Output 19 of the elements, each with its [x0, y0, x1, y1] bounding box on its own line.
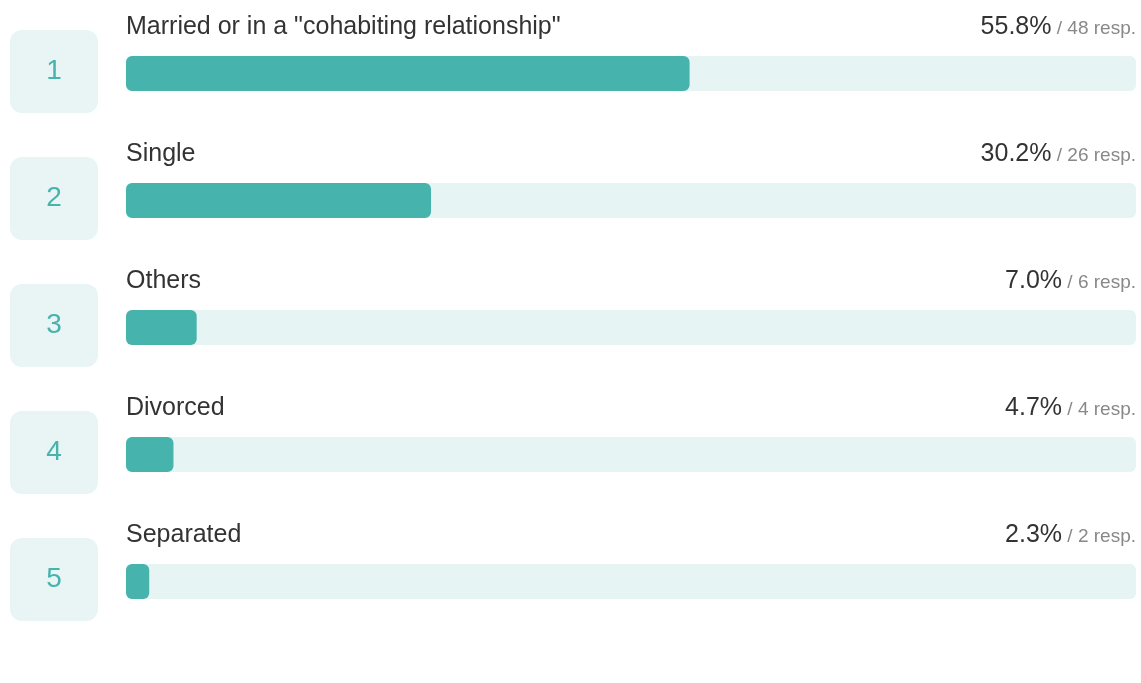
- y-tick-label: Others: [126, 265, 202, 293]
- bar: [126, 310, 197, 345]
- text: 5: [46, 561, 62, 593]
- data-label: 55.8% / 48 resp.: [980, 11, 1136, 39]
- y-tick-label: Divorced: [126, 392, 225, 420]
- text: 2: [46, 180, 62, 212]
- data-label: 30.2% / 26 resp.: [980, 138, 1136, 166]
- text: 3: [46, 307, 62, 339]
- text: 4: [46, 434, 62, 466]
- bar: [126, 437, 174, 472]
- bar: [126, 564, 150, 599]
- y-tick-label: Separated: [126, 519, 242, 547]
- data-label: 2.3% / 2 resp.: [1005, 519, 1136, 547]
- bar: [126, 183, 432, 218]
- y-tick-label: Single: [126, 138, 196, 166]
- data-label: 7.0% / 6 resp.: [1005, 265, 1136, 293]
- data-label: 4.7% / 4 resp.: [1005, 392, 1136, 420]
- text: 1: [46, 53, 62, 85]
- y-tick-label: Married or in a "cohabiting relationship": [126, 11, 561, 39]
